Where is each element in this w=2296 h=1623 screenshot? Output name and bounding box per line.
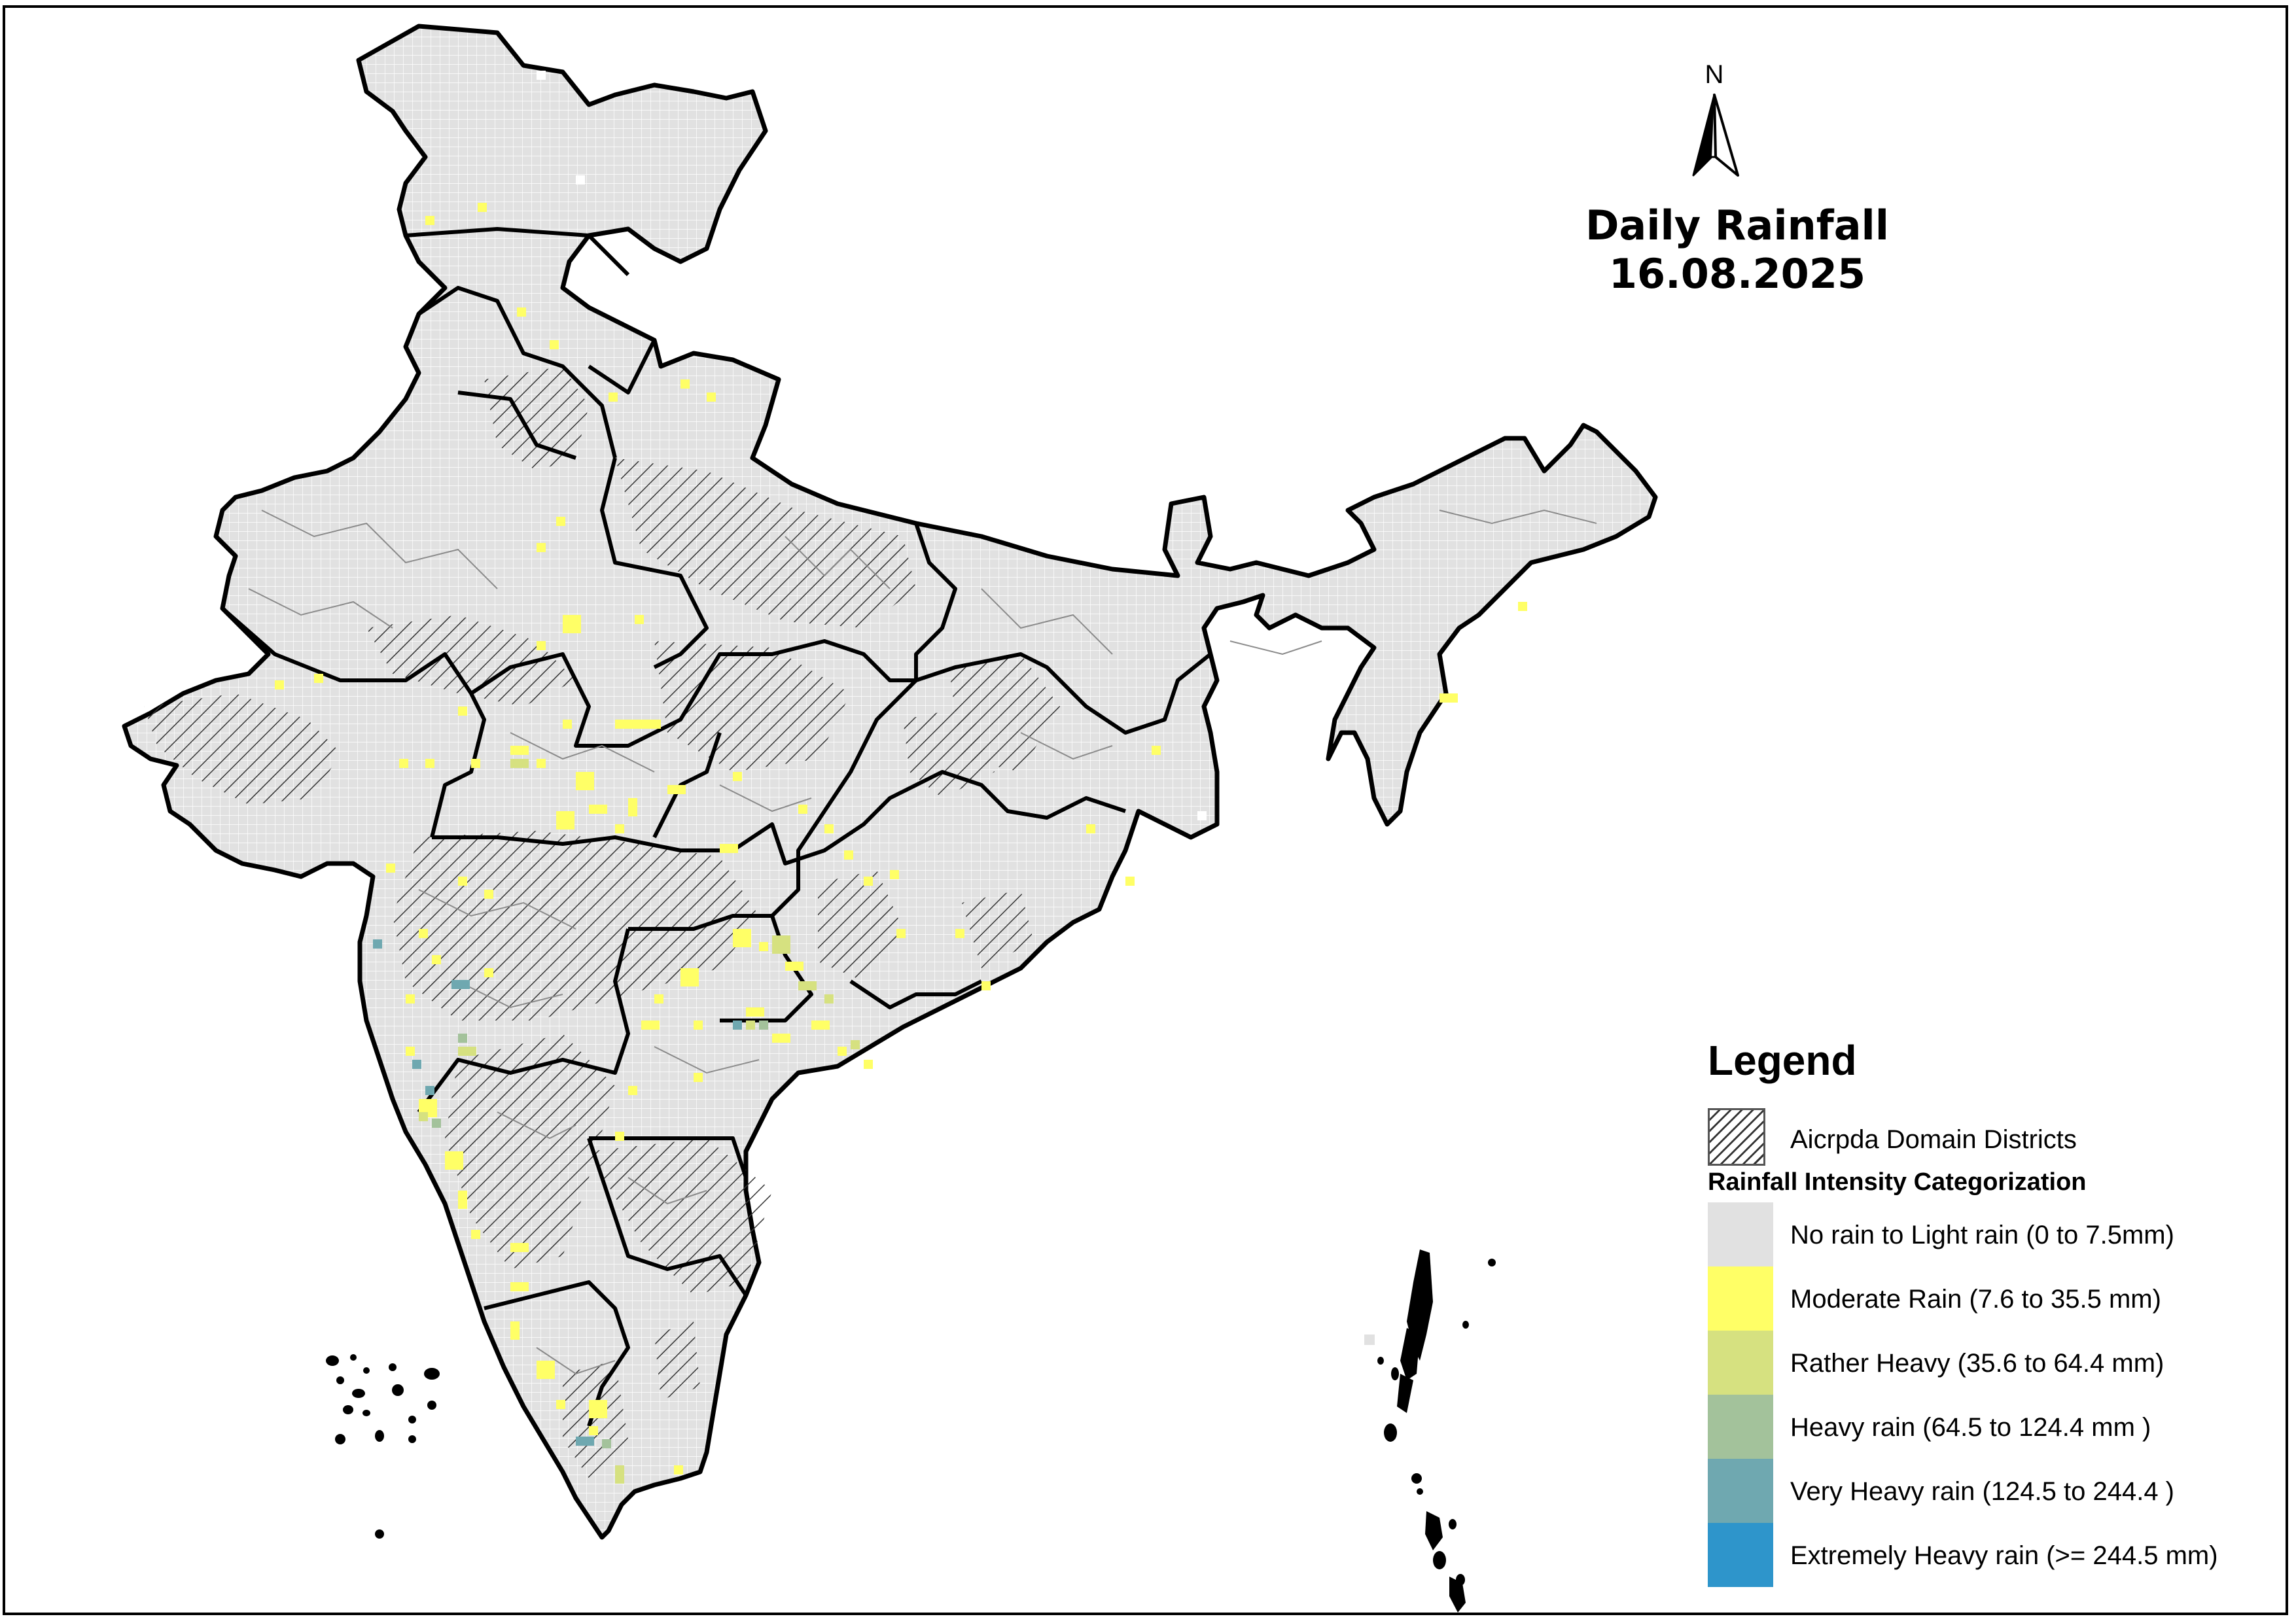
legend-swatch <box>1708 1202 1773 1266</box>
legend-heading: Legend <box>1708 1037 1857 1084</box>
rainfall-cells <box>275 71 1527 1484</box>
legend-label: Moderate Rain (7.6 to 35.5 mm) <box>1790 1285 2161 1314</box>
legend-item-no-rain: No rain to Light rain (0 to 7.5mm) <box>1708 1202 2270 1266</box>
district-borders <box>248 509 1597 1375</box>
domain-label: Aicrpda Domain Districts <box>1790 1125 2077 1154</box>
legend-item-heavy: Heavy rain (64.5 to 124.4 mm ) <box>1708 1395 2270 1459</box>
category-heading: Rainfall Intensity Categorization <box>1708 1168 2087 1196</box>
legend: Legend Aicrpda Domain Districts Rainfall… <box>1701 1034 2264 1603</box>
state-borders <box>221 227 1212 1427</box>
legend-swatch <box>1708 1331 1773 1395</box>
legend-item-extremely-heavy: Extremely Heavy rain (>= 244.5 mm) <box>1708 1523 2270 1587</box>
legend-item-moderate: Moderate Rain (7.6 to 35.5 mm) <box>1708 1266 2270 1331</box>
domain-hatch-swatch <box>1708 1108 1765 1166</box>
legend-swatch <box>1708 1266 1773 1331</box>
legend-swatch <box>1708 1523 1773 1587</box>
legend-item-very-heavy: Very Heavy rain (124.5 to 244.4 ) <box>1708 1459 2270 1523</box>
north-arrow-icon <box>1692 94 1739 177</box>
map-date: 16.08.2025 <box>1608 250 1866 298</box>
legend-label: Very Heavy rain (124.5 to 244.4 ) <box>1790 1477 2174 1506</box>
legend-label: No rain to Light rain (0 to 7.5mm) <box>1790 1221 2174 1249</box>
andaman-nicobar-islands <box>1377 1249 1496 1613</box>
map-title: Daily Rainfall <box>1585 201 1890 249</box>
legend-swatch <box>1708 1459 1773 1523</box>
legend-label: Heavy rain (64.5 to 124.4 mm ) <box>1790 1413 2151 1442</box>
aicrpda-domain-districts <box>144 366 1060 1478</box>
legend-swatch <box>1708 1395 1773 1459</box>
north-label: N <box>1704 60 1724 89</box>
legend-item-rather-heavy: Rather Heavy (35.6 to 64.4 mm) <box>1708 1331 2270 1395</box>
lakshadweep-islands <box>326 1354 440 1539</box>
legend-label: Rather Heavy (35.6 to 64.4 mm) <box>1790 1349 2164 1378</box>
legend-label: Extremely Heavy rain (>= 244.5 mm) <box>1790 1541 2218 1570</box>
island-rain-cell <box>1364 1335 1375 1345</box>
